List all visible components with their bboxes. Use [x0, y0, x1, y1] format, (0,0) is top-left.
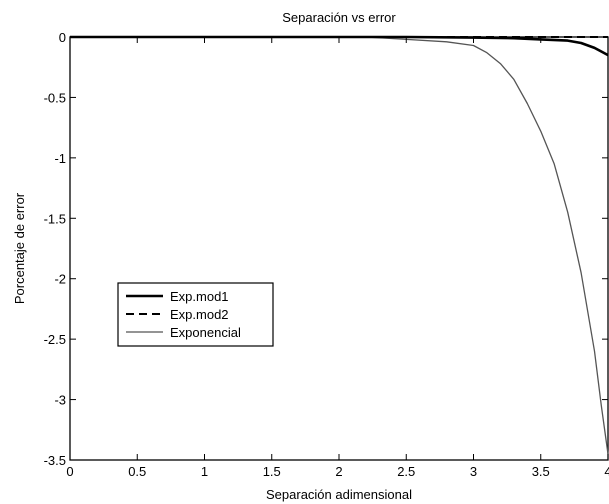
y-tick-label: -1.5 — [44, 211, 66, 226]
x-tick-label: 2 — [335, 464, 342, 479]
y-tick-label: 0 — [59, 30, 66, 45]
y-tick-label: -3 — [54, 393, 66, 408]
legend: Exp.mod1 Exp.mod2 Exponencial — [117, 282, 274, 347]
series-layer — [70, 35, 609, 455]
y-tick-label: -1 — [54, 151, 66, 166]
chart-title: Separación vs error — [282, 10, 396, 25]
x-axis-label: Separación adimensional — [266, 487, 412, 502]
series-line-exponencial — [365, 36, 609, 455]
series-line-exp-mod1 — [70, 35, 609, 57]
x-tick-label: 1.5 — [263, 464, 281, 479]
x-tick-label: 2.5 — [397, 464, 415, 479]
legend-entry-label: Exp.mod1 — [170, 289, 229, 304]
x-tick-label: 0 — [66, 464, 73, 479]
y-tick-label: -0.5 — [44, 90, 66, 105]
legend-entry-label: Exponencial — [170, 325, 241, 340]
y-axis-label: Porcentaje de error — [12, 192, 27, 304]
x-axis-ticks: 0 0.5 1 1.5 2 2.5 3 3.5 4 — [66, 37, 609, 479]
x-tick-label: 1 — [201, 464, 208, 479]
x-tick-label: 4 — [604, 464, 609, 479]
y-tick-label: -3.5 — [44, 453, 66, 468]
y-tick-label: -2.5 — [44, 332, 66, 347]
x-tick-label: 3 — [470, 464, 477, 479]
x-tick-label: 3.5 — [532, 464, 550, 479]
y-tick-label: -2 — [54, 272, 66, 287]
legend-entry-label: Exp.mod2 — [170, 307, 229, 322]
x-tick-label: 0.5 — [128, 464, 146, 479]
y-axis-ticks: 0 -0.5 -1 -1.5 -2 -2.5 -3 -3.5 — [44, 30, 608, 468]
